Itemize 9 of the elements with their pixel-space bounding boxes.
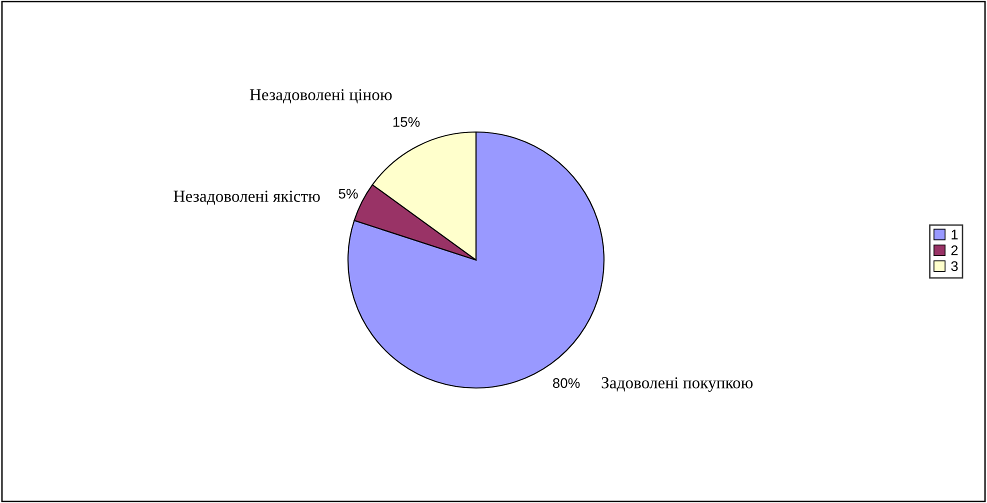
data-label: 15% [393,117,420,127]
legend-label: 3 [951,261,958,272]
legend-label: 1 [952,230,958,240]
data-label: 80% [552,378,580,388]
text: Незадоволені ціною [250,89,392,104]
text: Задоволені покупкою [602,377,753,392]
legend-label: 2 [951,245,958,256]
text: Незадоволені якістю [174,190,320,205]
data-label: 5% [338,188,358,199]
